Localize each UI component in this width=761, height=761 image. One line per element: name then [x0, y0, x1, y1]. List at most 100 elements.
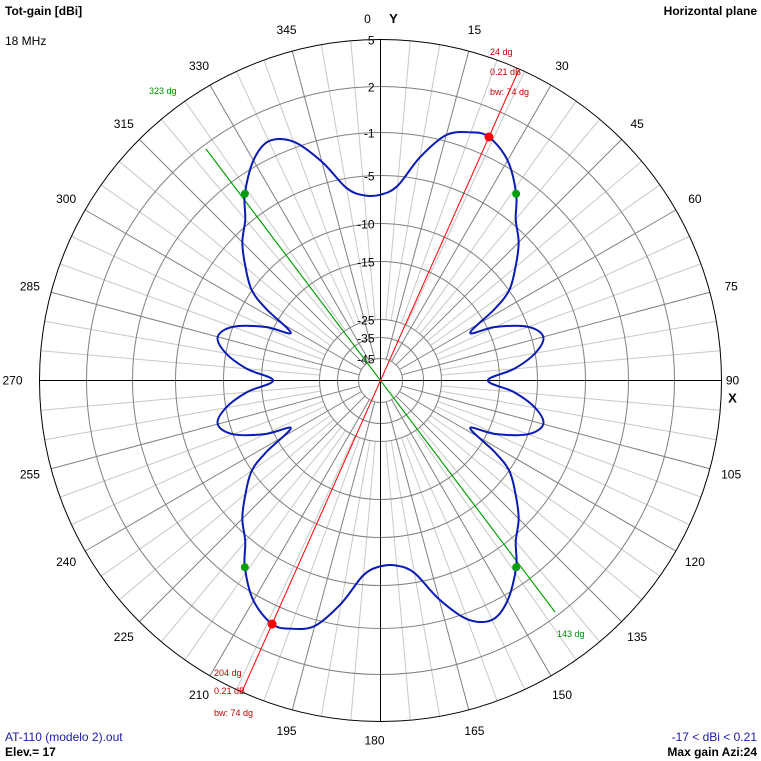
minor-spoke	[419, 118, 601, 335]
major-spoke	[391, 399, 552, 677]
major-spoke	[139, 139, 366, 366]
minor-spoke	[419, 426, 601, 643]
minor-spoke	[100, 415, 331, 577]
minor-spoke	[118, 160, 335, 342]
radial-label: -1	[364, 127, 375, 141]
radial-label: -15	[357, 256, 375, 270]
minor-spoke	[430, 184, 661, 346]
minor-spoke	[160, 426, 342, 643]
max-gain-line	[241, 69, 520, 692]
minor-spoke	[385, 40, 411, 320]
beamwidth-edge-label: 143 dg	[557, 629, 585, 639]
minor-spoke	[184, 430, 346, 661]
minor-spoke	[415, 430, 577, 661]
angle-label: 165	[464, 724, 484, 738]
radial-label: -25	[357, 314, 375, 328]
radial-label: -35	[357, 332, 375, 346]
angle-label: 105	[721, 467, 741, 481]
beamwidth-edge-label: 323 dg	[149, 86, 177, 96]
max-gain-angle-label: 24 dg	[490, 47, 513, 57]
minor-spoke	[100, 184, 331, 346]
y-axis-letter: Y	[389, 11, 398, 26]
major-spoke	[391, 84, 552, 362]
radial-label: 2	[368, 81, 375, 95]
file-name: AT-110 (modelo 2).out	[5, 730, 123, 744]
max-gain-azimuth: Max gain Azi:24	[667, 745, 757, 759]
major-spoke	[291, 401, 376, 711]
angle-label: 255	[20, 467, 40, 481]
major-spoke	[291, 50, 376, 360]
chart-title: Tot-gain [dBi]	[5, 4, 83, 18]
max-gain-value-label: 0.21 dB	[214, 686, 245, 696]
angle-label: 285	[20, 280, 40, 294]
major-spoke	[84, 209, 362, 370]
minor-spoke	[350, 441, 376, 721]
minor-spoke	[441, 350, 721, 376]
major-spoke	[395, 139, 622, 366]
beamwidth-marker	[512, 189, 521, 198]
radiation-pattern	[216, 130, 545, 631]
angle-label: 45	[631, 117, 645, 131]
minor-spoke	[385, 441, 411, 721]
angle-label: 150	[552, 688, 572, 702]
major-spoke	[399, 209, 677, 370]
max-gain-value-label: 0.21 dB	[490, 67, 521, 77]
elevation-label: Elev.= 17	[5, 745, 56, 759]
major-spoke	[395, 395, 622, 622]
max-gain-angle-label: 204 dg	[214, 668, 242, 678]
angle-label: 345	[277, 23, 297, 37]
angle-label: 75	[724, 280, 738, 294]
angle-label: 0	[364, 12, 371, 26]
angle-label: 270	[2, 374, 22, 388]
minor-spoke	[426, 160, 643, 342]
angle-label: 60	[688, 192, 702, 206]
max-gain-marker	[267, 619, 277, 629]
major-spoke	[385, 50, 470, 360]
minor-spoke	[184, 100, 346, 331]
minor-spoke	[160, 118, 342, 335]
angle-label: 195	[277, 724, 297, 738]
minor-spoke	[118, 419, 335, 601]
major-spoke	[50, 291, 360, 376]
minor-spoke	[430, 415, 661, 577]
beamwidth-label: bw: 74 dg	[214, 708, 253, 718]
major-spoke	[209, 399, 370, 677]
major-spoke	[401, 291, 711, 376]
angle-label: 15	[468, 23, 482, 37]
minor-spoke	[40, 385, 320, 411]
major-spoke	[50, 385, 360, 470]
frequency-label: 18 MHz	[5, 34, 47, 48]
major-spoke	[401, 385, 711, 470]
minor-spoke	[415, 100, 577, 331]
angle-label: 180	[364, 734, 384, 748]
angle-label: 120	[685, 555, 705, 569]
max-gain-marker	[484, 132, 494, 142]
angle-label: 30	[555, 59, 569, 73]
radial-label: -5	[364, 170, 375, 184]
angle-label: 240	[56, 555, 76, 569]
radial-label: -45	[357, 353, 375, 367]
radial-label: -10	[357, 218, 375, 232]
major-spoke	[139, 395, 366, 622]
minor-spoke	[426, 419, 643, 601]
angle-label: 90	[726, 374, 740, 388]
minor-spoke	[441, 385, 721, 411]
beamwidth-marker	[512, 563, 521, 572]
angle-label: 210	[189, 688, 209, 702]
minor-spoke	[40, 350, 320, 376]
radial-label: 5	[368, 34, 375, 48]
major-spoke	[84, 391, 362, 552]
major-spoke	[209, 84, 370, 362]
beamwidth-label: bw: 74 dg	[490, 87, 529, 97]
gain-range: -17 < dBi < 0.21	[671, 730, 757, 744]
angle-label: 225	[114, 630, 134, 644]
beamwidth-marker	[240, 189, 249, 198]
beamwidth-marker	[240, 563, 249, 572]
angle-label: 300	[56, 192, 76, 206]
angle-label: 315	[114, 117, 134, 131]
plane-label: Horizontal plane	[663, 4, 757, 18]
major-spoke	[385, 401, 470, 711]
major-spoke	[399, 391, 677, 552]
